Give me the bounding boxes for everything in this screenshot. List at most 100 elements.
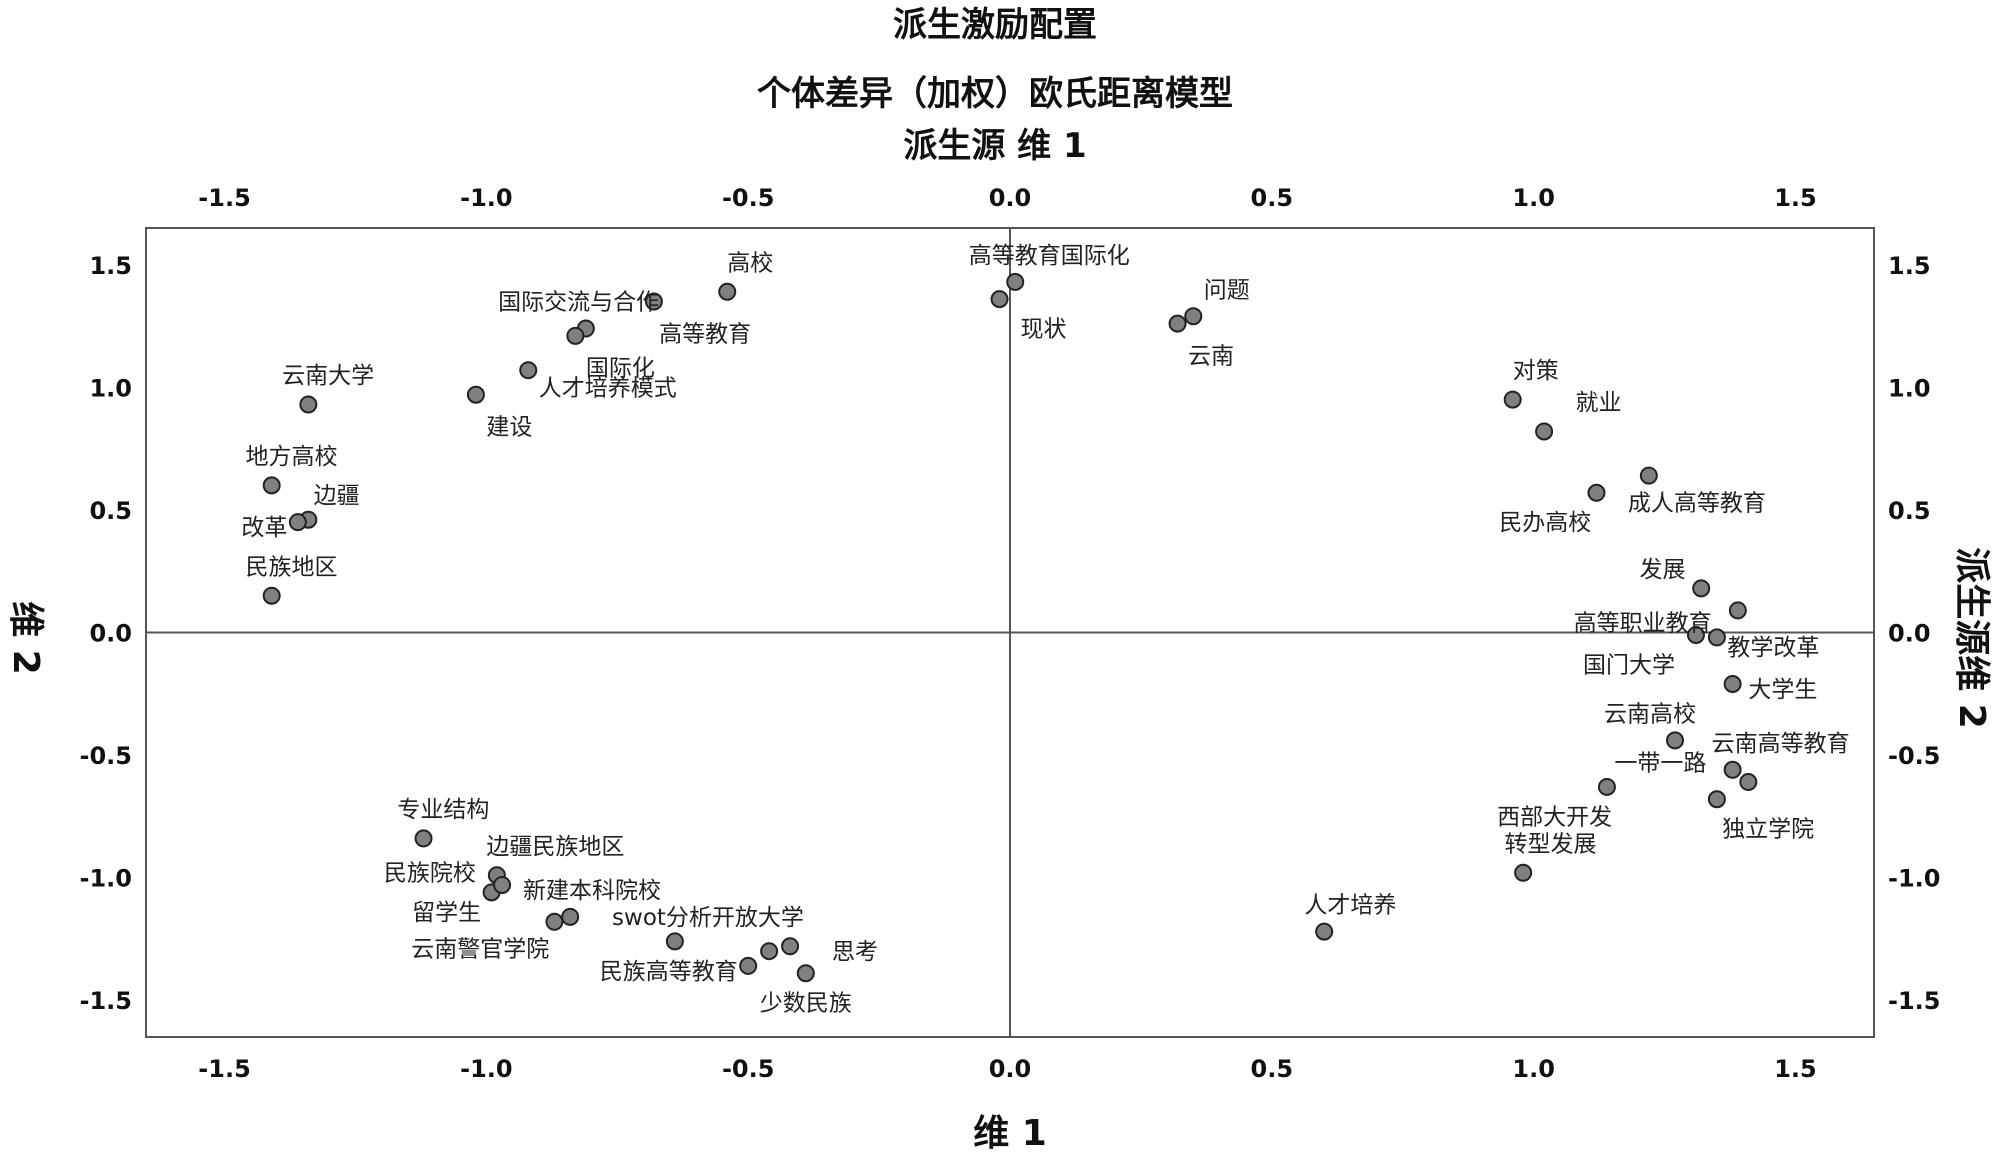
data-point-label: 对策 — [1513, 358, 1559, 384]
x-tick-label-bottom: -1.5 — [198, 1055, 250, 1083]
data-point — [1639, 466, 1658, 485]
data-point-label: 国际交流与合作 — [498, 290, 659, 316]
data-point-label: 一带一路 — [1614, 750, 1706, 776]
data-point-label: 高等教育 — [659, 321, 751, 347]
y-axis-title: 维 2 — [5, 601, 46, 675]
data-point — [1597, 777, 1616, 796]
data-points — [262, 272, 1758, 983]
data-point — [1535, 422, 1554, 441]
data-point — [466, 385, 485, 404]
x-tick-label-bottom: 0.5 — [1251, 1055, 1294, 1083]
data-point-label: 地方高校 — [245, 444, 337, 470]
x-tick-label-top: 1.5 — [1774, 184, 1817, 212]
data-point — [1184, 307, 1203, 326]
data-point-label: 少数民族 — [760, 991, 852, 1017]
x-tick-label-bottom: 1.0 — [1512, 1055, 1555, 1083]
data-point-label: 问题 — [1204, 277, 1250, 303]
data-point — [414, 829, 433, 848]
data-point-label: 建设 — [486, 415, 532, 441]
data-point-label: 发展 — [1639, 557, 1685, 583]
x-tick-label-top: -0.5 — [722, 184, 774, 212]
y-tick-label-right: 1.0 — [1888, 374, 1931, 402]
data-point — [1315, 922, 1334, 941]
y-tick-label-left: 1.0 — [89, 374, 132, 402]
y-tick-label-right: -0.5 — [1888, 742, 1940, 770]
data-point — [262, 586, 281, 605]
data-point — [1723, 760, 1742, 779]
data-point-label: 边疆 — [314, 483, 360, 509]
chart-title: 派生激励配置 — [893, 5, 1097, 45]
y-tick-label-left: -0.5 — [80, 742, 132, 770]
y-tick-label-right: 1.5 — [1888, 252, 1931, 280]
data-point-label: 就业 — [1576, 390, 1622, 416]
data-point-label: 云南高等教育 — [1712, 731, 1850, 757]
top-axis-title: 派生源 维 1 — [903, 126, 1086, 166]
data-point — [1168, 314, 1187, 333]
data-point — [1686, 625, 1705, 644]
data-point — [1666, 731, 1685, 750]
y-tick-label-right: 0.0 — [1888, 620, 1931, 648]
x-tick-label-bottom: -0.5 — [722, 1055, 774, 1083]
data-point — [760, 942, 779, 961]
data-point — [1707, 628, 1726, 647]
data-point — [1707, 790, 1726, 809]
data-point-label: 民族院校 — [384, 861, 476, 887]
data-point — [561, 907, 580, 926]
data-point-label: 专业结构 — [397, 797, 489, 823]
data-point — [718, 282, 737, 301]
x-tick-label-bottom: 0.0 — [989, 1055, 1032, 1083]
y-tick-label-left: -1.5 — [80, 987, 132, 1015]
data-point — [781, 937, 800, 956]
data-point — [519, 361, 538, 380]
data-point-label: 现状 — [1020, 317, 1066, 343]
data-point-label: 国际化 — [586, 356, 655, 382]
data-point — [262, 476, 281, 495]
data-point-label: 民办高校 — [1499, 510, 1591, 536]
data-point-label: 云南高校 — [1604, 701, 1696, 727]
data-point — [665, 932, 684, 951]
y-tick-label-left: 0.0 — [89, 620, 132, 648]
right-axis-title: 派生源维 2 — [1951, 547, 1992, 729]
data-point-label: 改革 — [241, 515, 287, 541]
data-point-label: 人才培养 — [1304, 893, 1396, 919]
data-point — [739, 956, 758, 975]
data-point — [796, 964, 815, 983]
data-point-label: swot分析开放大学 — [612, 905, 804, 931]
data-point-label: 教学改革 — [1727, 635, 1819, 661]
data-point — [1514, 863, 1533, 882]
data-point-label: 高等教育国际化 — [969, 243, 1130, 269]
data-point-label: 西部大开发 — [1497, 804, 1612, 830]
data-point-label: 高校 — [727, 250, 773, 276]
data-point-label: 民族地区 — [245, 554, 337, 580]
y-tick-label-right: 0.5 — [1888, 497, 1931, 525]
data-point — [299, 395, 318, 414]
x-tick-label-bottom: 1.5 — [1774, 1055, 1817, 1083]
data-point-label: 高等职业教育 — [1574, 611, 1712, 637]
data-point — [288, 513, 307, 532]
data-point — [1503, 390, 1522, 409]
data-point-label: 成人高等教育 — [1628, 491, 1766, 517]
data-point — [644, 292, 663, 311]
data-point-label: 新建本科院校 — [523, 878, 661, 904]
x-tick-label-top: -1.0 — [460, 184, 512, 212]
data-point-label: 云南大学 — [282, 363, 374, 389]
data-point-label: 思考 — [832, 939, 878, 965]
data-point — [566, 326, 585, 345]
data-point — [1587, 483, 1606, 502]
tick-labels: -1.5 -1.5 -1.0 -1.0 -0.5 -0.5 0.0 0.0 0.5 0.5 1.0 1… — [80, 184, 1941, 1083]
data-point-label: 边疆民族地区 — [486, 834, 624, 860]
y-tick-label-left: 1.5 — [89, 252, 132, 280]
chart-subtitle: 个体差异（加权）欧氏距离模型 — [757, 74, 1233, 114]
data-point — [1728, 601, 1747, 620]
data-point — [545, 912, 564, 931]
x-axis-title: 维 1 — [973, 1113, 1047, 1154]
y-tick-label-left: -1.0 — [80, 865, 132, 893]
data-point — [1723, 674, 1742, 693]
data-point-label: 人才培养模式 — [539, 375, 677, 401]
data-point — [1692, 579, 1711, 598]
x-tick-label-top: 0.5 — [1251, 184, 1294, 212]
data-point — [990, 290, 1009, 309]
data-point-label: 大学生 — [1748, 677, 1817, 703]
